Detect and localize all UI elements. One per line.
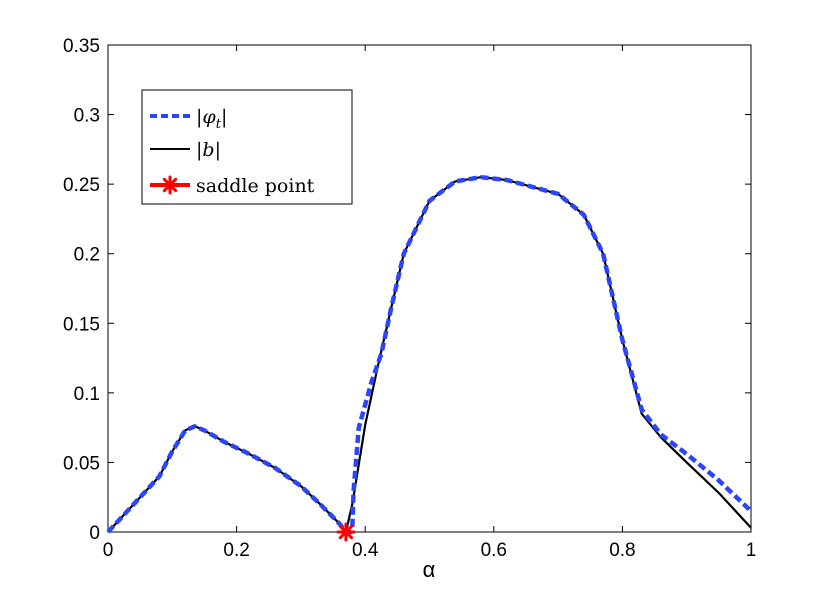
x-tick-label: 0.2 bbox=[223, 540, 249, 561]
legend-label-saddle: saddle point bbox=[196, 175, 315, 197]
x-tick-label: 0 bbox=[103, 540, 114, 561]
y-tick-label: 0.15 bbox=[63, 314, 100, 335]
legend-label-phi-sub: t bbox=[216, 117, 222, 132]
legend: |φt| |b| saddle point bbox=[141, 89, 353, 205]
series-layer bbox=[106, 174, 753, 535]
x-tick-label: 0.4 bbox=[352, 540, 379, 561]
x-tick-label: 0.6 bbox=[481, 540, 507, 561]
legend-label-phi: |φt| bbox=[196, 106, 227, 132]
legend-label-phi-end: | bbox=[221, 106, 227, 128]
y-tick-label: 0.2 bbox=[74, 245, 100, 266]
x-tick-label: 0.8 bbox=[609, 540, 635, 561]
legend-label-b: |b| bbox=[196, 139, 221, 161]
y-tick-label: 0.35 bbox=[63, 36, 100, 57]
legend-star-glyph bbox=[160, 175, 180, 195]
marker-layer bbox=[336, 522, 356, 542]
legend-label-phi-main: |φ bbox=[196, 106, 216, 128]
y-tick-label: 0.25 bbox=[63, 175, 100, 196]
x-tick-label: 1 bbox=[746, 540, 757, 561]
y-axis-ticks: 0 0.05 0.1 0.15 0.2 0.25 0.3 0.35 bbox=[63, 36, 751, 544]
series-phi-line bbox=[106, 174, 753, 535]
y-tick-label: 0.1 bbox=[74, 384, 100, 405]
x-axis-label: α bbox=[423, 557, 436, 582]
y-tick-label: 0.05 bbox=[63, 453, 100, 474]
saddle-point-marker bbox=[336, 522, 356, 542]
x-axis-ticks: 0 0.2 0.4 0.6 0.8 1 bbox=[103, 45, 757, 561]
legend-swatch-saddle-star bbox=[160, 175, 180, 195]
y-tick-label: 0.3 bbox=[74, 106, 100, 127]
y-tick-label: 0 bbox=[89, 523, 100, 544]
